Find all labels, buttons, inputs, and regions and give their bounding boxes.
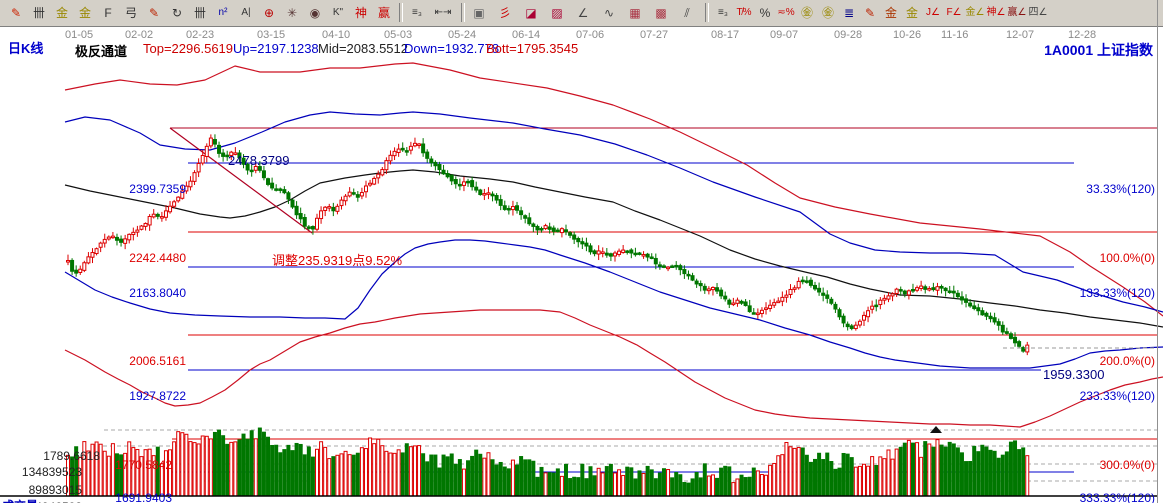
percent-icon[interactable]: % (754, 2, 776, 23)
kline-chart-pane[interactable]: 日K线 极反通道 Top=2296.5619 Up=2197.1238 Mid=… (0, 27, 1163, 503)
indicator-up-value: Up=2197.1238 (233, 41, 319, 56)
angle-lines-icon[interactable]: ∠ (572, 2, 594, 23)
percent-lines-icon[interactable]: ≂% (775, 2, 797, 23)
indicator-top-value: Top=2296.5619 (143, 41, 234, 56)
ying-tool-icon[interactable]: 赢 (373, 2, 395, 23)
volume-layer (66, 427, 1030, 497)
chart-canvas[interactable] (0, 27, 1163, 503)
cycle-tool-icon[interactable]: ↻ (166, 2, 188, 23)
gann-box-icon[interactable]: ▨ (546, 2, 568, 23)
brush-tool-icon[interactable]: ✎ (143, 2, 165, 23)
toolbar-separator (705, 3, 709, 22)
gold-circle2-icon[interactable]: ㊎ (817, 2, 839, 23)
four-angle-icon[interactable]: 四∠ (1027, 2, 1049, 23)
window-right-border (1157, 0, 1158, 503)
star-tool-icon[interactable]: ✳ (281, 2, 303, 23)
j-angle-icon[interactable]: J∠ (922, 2, 944, 23)
f-grid-icon[interactable]: F (97, 2, 119, 23)
rays-tool-icon[interactable]: 彡 (494, 2, 516, 23)
gold-under-icon[interactable]: 金 (901, 2, 923, 23)
toolbar-separator (399, 3, 403, 22)
pen2-icon[interactable]: ✎ (859, 2, 881, 23)
kline-tool-icon[interactable]: K" (327, 2, 349, 23)
box-select-icon[interactable]: ▣ (468, 2, 490, 23)
gold-angle-icon[interactable]: 金∠ (964, 2, 986, 23)
indicator-down-value: Down=1932.778 (404, 41, 500, 56)
grid-tool-icon[interactable]: 卌 (189, 2, 211, 23)
text-tool-icon[interactable]: A| (235, 2, 257, 23)
f-angle-icon[interactable]: F∠ (943, 2, 965, 23)
gold-line-icon[interactable]: 金 (51, 2, 73, 23)
red-grid-icon[interactable]: ▦ (624, 2, 646, 23)
period-label[interactable]: 日K线 (8, 41, 44, 56)
shen-tool-icon[interactable]: 神 (350, 2, 372, 23)
shen-angle-icon[interactable]: 神∠ (985, 2, 1007, 23)
drawing-toolbar: ✎ 卌金金 F 弓 ✎ ↻ 卌 n² A| ⊕ ✳ ◉ K" 神赢 ≡₃ ⇤⇥ ▣ 彡 ◪ ▨ ∠ ∿ ▦ ▩ ⫽ ≡₃ T̸%% ≂… (0, 0, 1163, 27)
t-percent-icon[interactable]: T̸% (733, 2, 755, 23)
crosshair-icon[interactable]: ⊕ (258, 2, 280, 23)
grid-periods-icon[interactable]: 卌 (28, 2, 50, 23)
parallel-lines-icon[interactable]: ⫽ (676, 2, 698, 23)
gold-circle-icon[interactable]: ㊎ (796, 2, 818, 23)
blue-lines-icon[interactable]: ≣ (838, 2, 860, 23)
indicator-name[interactable]: 极反通道 (75, 44, 128, 59)
indicator-bott-value: Bott=1795.3545 (486, 41, 579, 56)
grid-arrow-icon[interactable]: ▩ (650, 2, 672, 23)
range-tool-icon[interactable]: ⇤⇥ (432, 2, 454, 23)
candles-layer (66, 134, 1030, 356)
web-tool-icon[interactable]: ◉ (304, 2, 326, 23)
toolbar-separator (461, 3, 465, 22)
gold-icon[interactable]: 金 (74, 2, 96, 23)
list-123-2-icon[interactable]: ≡₃ (712, 2, 734, 23)
fan-tool-icon[interactable]: ◪ (520, 2, 542, 23)
n-square-icon[interactable]: n² (212, 2, 234, 23)
curve-tool-icon[interactable]: 弓 (120, 2, 142, 23)
list-123-icon[interactable]: ≡₃ (406, 2, 428, 23)
symbol-title[interactable]: 1A0001 上证指数 (1044, 42, 1153, 58)
ying-angle-icon[interactable]: 赢∠ (1006, 2, 1028, 23)
wave-tool-icon[interactable]: ∿ (598, 2, 620, 23)
draw-pen-icon[interactable]: ✎ (5, 2, 27, 23)
next-pane-clipped-label: 成交量 (2, 497, 202, 503)
gold-wave-icon[interactable]: 金 (880, 2, 902, 23)
indicator-mid-value: Mid=2083.5512 (318, 41, 408, 56)
